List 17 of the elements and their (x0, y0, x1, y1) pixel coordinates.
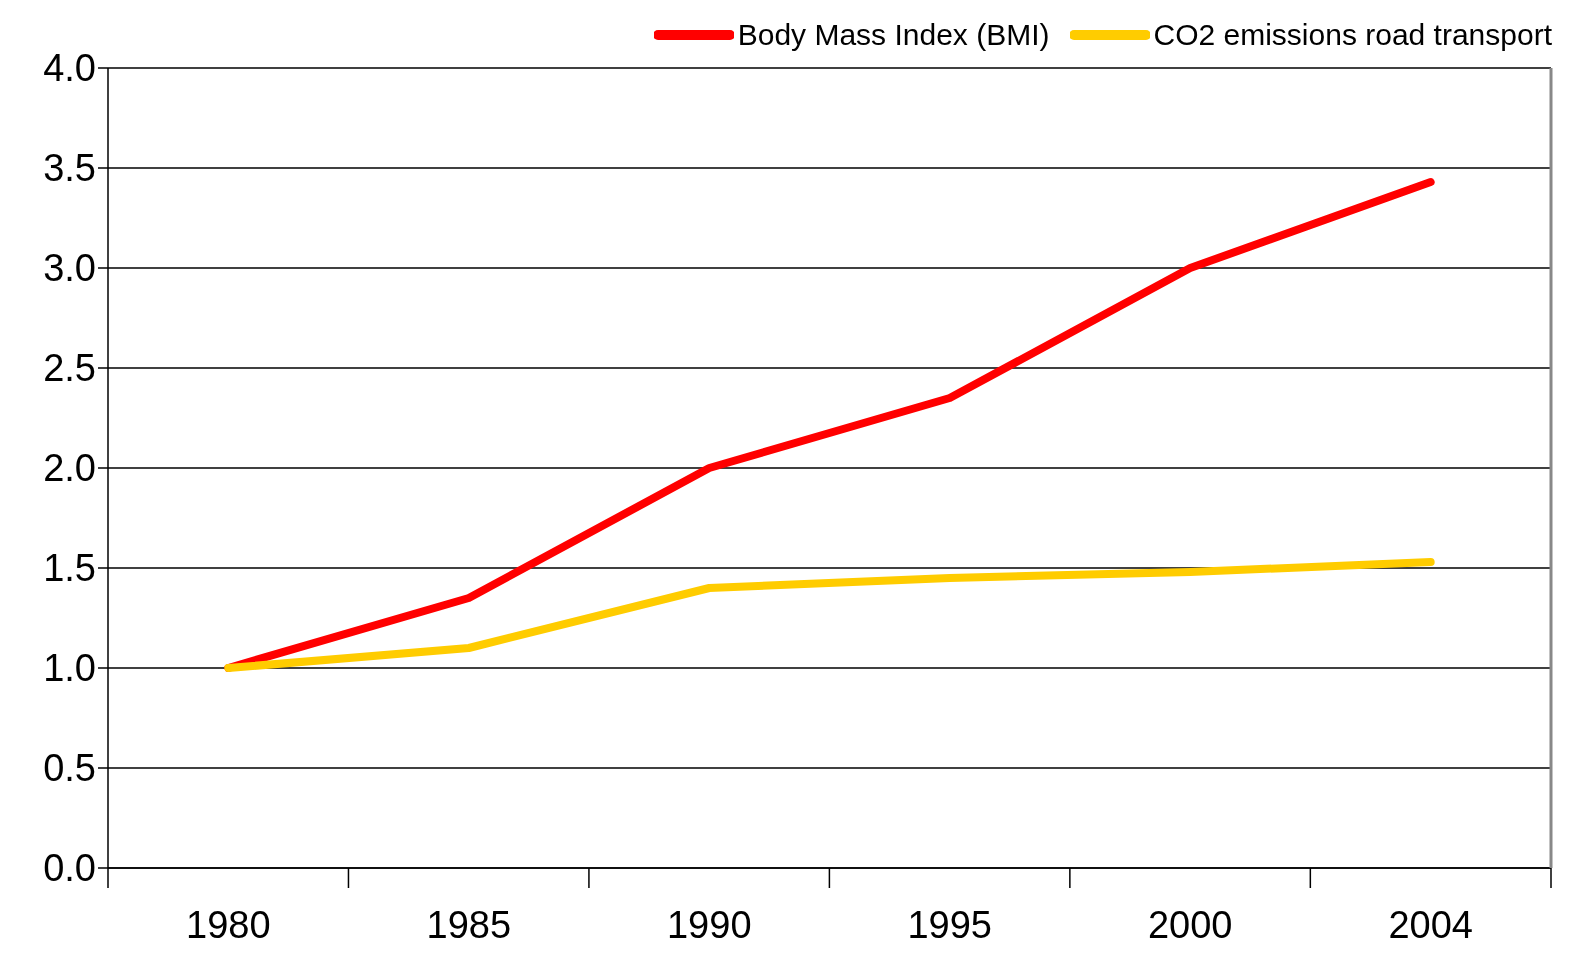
y-tick-label: 0.5 (43, 747, 96, 790)
legend-label: CO2 emissions road transport (1153, 18, 1552, 52)
y-tick-label: 0.0 (43, 847, 96, 890)
x-tick-label: 1995 (907, 904, 993, 946)
y-tick-label: 3.5 (43, 147, 96, 190)
y-tick-label: 1.0 (43, 647, 96, 690)
y-tick-label: 1.5 (43, 547, 96, 590)
y-tick-label: 2.0 (43, 447, 96, 490)
y-tick-label: 3.0 (43, 247, 96, 290)
x-tick-label: 1980 (186, 904, 271, 946)
x-tick-label: 1985 (426, 904, 512, 946)
x-tick-label: 1990 (666, 904, 752, 946)
y-tick-label: 2.5 (43, 347, 96, 390)
x-tick-label: 2004 (1388, 904, 1473, 946)
legend-label: Body Mass Index (BMI) (737, 18, 1050, 52)
x-tick-label: 2000 (1147, 904, 1233, 946)
y-tick-label: 4.0 (43, 47, 96, 90)
